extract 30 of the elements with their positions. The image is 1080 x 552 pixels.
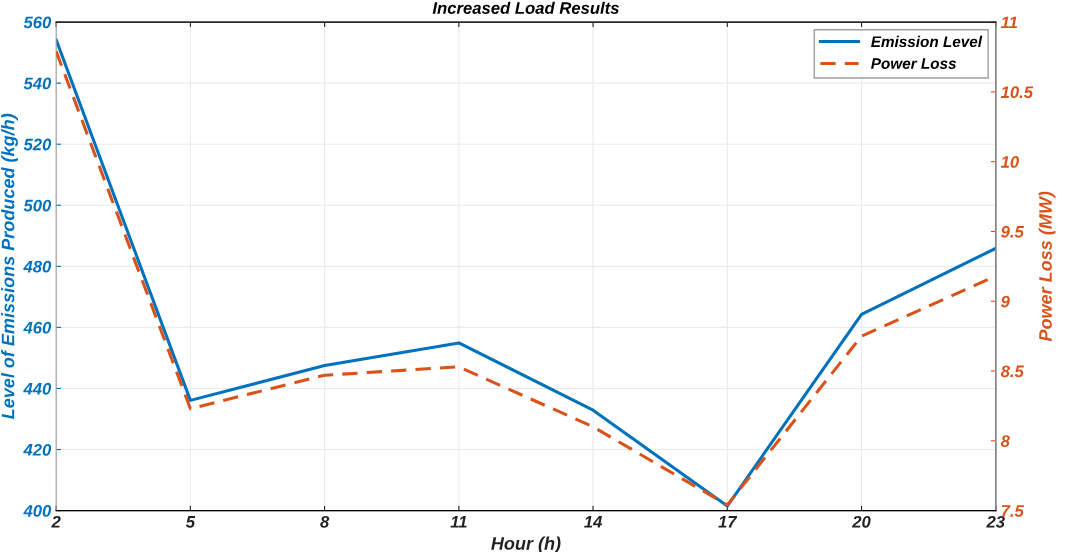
y2-tick-label: 10 [1000, 156, 1019, 168]
x-tick-label: 14 [584, 516, 603, 528]
y-tick-label: 540 [23, 77, 52, 90]
chart-title: Increased Load Results [432, 1, 619, 14]
x-tick-label: 2 [51, 515, 61, 528]
y2-tick-label: 9.5 [1001, 225, 1024, 238]
y2-axis-title: Power Loss (MW) [1038, 191, 1056, 342]
y2-tick-label: 9 [1001, 295, 1010, 308]
x-tick-label: 23 [986, 515, 1005, 528]
y-tick-label: 420 [23, 443, 52, 456]
y2-tick-label: 11 [1000, 16, 1018, 29]
y-tick-label: 560 [23, 16, 52, 29]
legend-label: Power Loss [871, 58, 957, 69]
y-axis-title: Level of Emissions Produced (kg/h) [1, 113, 18, 420]
x-tick-label: 11 [450, 516, 467, 528]
y-tick-label: 480 [23, 260, 52, 273]
legend-label: Emission Level [871, 35, 983, 48]
x-tick-label: 20 [852, 515, 871, 528]
y2-tick-label: 8 [1000, 435, 1010, 448]
x-tick-label: 8 [320, 515, 330, 528]
y-tick-label: 500 [23, 199, 52, 212]
x-tick-label: 5 [185, 516, 196, 528]
y2-tick-label: 7.5 [1001, 505, 1024, 517]
x-tick-label: 17 [718, 516, 738, 528]
y-tick-label: 440 [23, 382, 52, 395]
y2-tick-label: 10.5 [1000, 86, 1034, 99]
y-tick-label: 400 [23, 505, 52, 517]
y-tick-label: 460 [23, 321, 52, 334]
y2-tick-label: 8.5 [1000, 365, 1024, 378]
y-tick-label: 520 [23, 138, 52, 151]
